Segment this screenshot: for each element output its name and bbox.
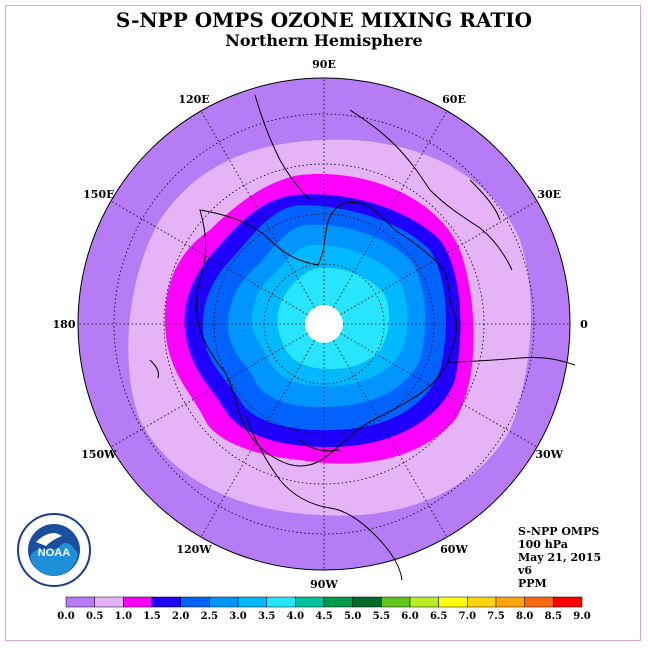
latitude-circle [113, 113, 535, 535]
colorbar-swatch [123, 596, 153, 608]
colorbar-swatch [323, 596, 353, 608]
longitude-label: 150E [83, 188, 114, 201]
noaa-logo-bird [36, 533, 62, 546]
figure-title: S-NPP OMPS OZONE MIXING RATIO [115, 8, 533, 32]
longitude-line [333, 340, 448, 538]
longitude-line [200, 340, 315, 538]
longitude-line [333, 110, 448, 308]
colorbar-swatch [495, 596, 525, 608]
longitude-label: 90E [312, 58, 336, 71]
figure-frame [5, 5, 641, 641]
colorbar-tick-label: 3.0 [229, 611, 246, 622]
colorbar-swatch [65, 596, 95, 608]
longitude-label: 60W [440, 543, 468, 556]
longitude-label: 30E [537, 188, 561, 201]
colorbar-tick-label: 6.5 [430, 611, 447, 622]
colorbar-tick-label: 4.5 [315, 611, 332, 622]
longitude-label: 150W [81, 448, 117, 461]
info-date: May 21, 2015 [518, 551, 602, 564]
colorbar-swatch [180, 596, 210, 608]
colorbar-tick-label: 2.0 [172, 611, 189, 622]
colorbar: 0.0 0.5 1.0 1.5 2.0 2.5 3.0 3.5 4.0 4.5 5.0 5.5 6.0 6… [57, 596, 591, 622]
colorbar-tick-label: 4.0 [287, 611, 304, 622]
colorbar-swatch [151, 596, 181, 608]
noaa-logo-wave [30, 543, 78, 576]
longitude-line [110, 333, 308, 448]
colorbar-tick-label: 9.0 [573, 611, 590, 622]
colorbar-swatch [467, 596, 497, 608]
colorbar-swatch [266, 596, 296, 608]
colorbar-tick-label: 7.0 [459, 611, 476, 622]
latitude-circle [213, 213, 435, 435]
colorbar-tick-label: 2.5 [201, 611, 218, 622]
longitude-label: 120E [178, 93, 209, 106]
colorbar-tick-label: 7.5 [487, 611, 504, 622]
colorbar-tick-label: 1.0 [115, 611, 132, 622]
colorbar-tick-label: 5.0 [344, 611, 361, 622]
graticule [78, 78, 570, 570]
colorbar-tick-label: 6.0 [401, 611, 418, 622]
colorbar-swatch [209, 596, 239, 608]
longitude-label: 120W [176, 543, 212, 556]
colorbar-tick-label: 1.5 [143, 611, 160, 622]
colorbar-tick-label: 0.0 [57, 611, 74, 622]
colorbar-tick-label: 5.5 [373, 611, 390, 622]
info-units: PPM [518, 577, 547, 590]
figure-info: S-NPP OMPS 100 hPa May 21, 2015 v6 PPM [518, 525, 601, 590]
colorbar-swatch [409, 596, 439, 608]
longitude-label: 0 [580, 318, 588, 331]
colorbar-swatch [381, 596, 411, 608]
longitude-labels: 0 30E 60E 90E 120E 150E 180 150W 120W 90W 60W 30W [53, 58, 589, 591]
ozone-field [78, 78, 570, 570]
info-level: 100 hPa [518, 538, 568, 551]
longitude-label: 30W [535, 448, 563, 461]
longitude-label: 90W [310, 578, 338, 591]
longitude-line [340, 200, 538, 315]
info-instrument: S-NPP OMPS [518, 525, 600, 538]
longitude-line [200, 110, 315, 308]
colorbar-swatch [295, 596, 325, 608]
colorbar-tick-label: 8.0 [516, 611, 533, 622]
colorbar-swatch [524, 596, 554, 608]
noaa-logo: NOAA [17, 513, 91, 587]
map-boundary [77, 77, 571, 571]
colorbar-tick-label: 3.5 [258, 611, 275, 622]
colorbar-swatch [553, 596, 583, 608]
colorbar-tick-label: 8.5 [545, 611, 562, 622]
longitude-line [340, 333, 538, 448]
longitude-label: 60E [442, 93, 466, 106]
colorbar-swatch [237, 596, 267, 608]
polar-no-data-cap [305, 305, 343, 343]
colorbar-swatch [438, 596, 468, 608]
noaa-logo-text: NOAA [38, 547, 70, 559]
colorbar-swatch [94, 596, 124, 608]
figure-subtitle: Northern Hemisphere [225, 31, 423, 50]
coastlines [149, 94, 576, 581]
info-version: v6 [518, 564, 533, 577]
longitude-label: 180 [53, 318, 76, 331]
colorbar-tick-label: 0.5 [86, 611, 103, 622]
colorbar-swatch [352, 596, 382, 608]
longitude-line [110, 200, 308, 315]
